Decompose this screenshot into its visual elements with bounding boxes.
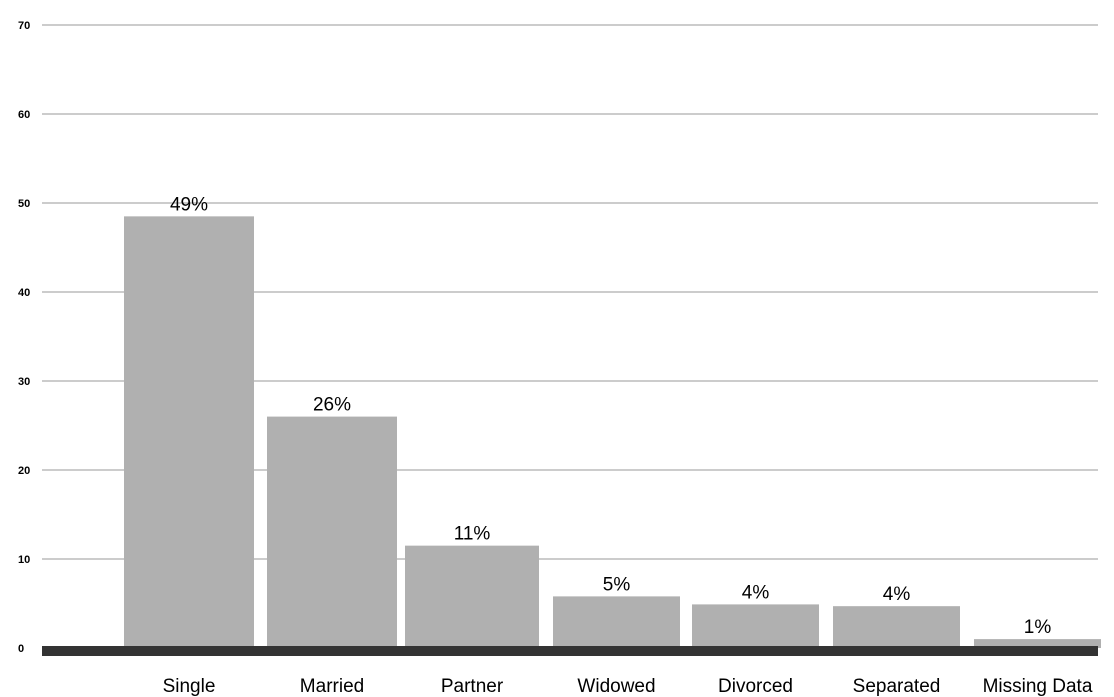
bar-separated (833, 606, 960, 648)
x-tick-label-separated: Separated (853, 676, 941, 697)
x-tick-label-widowed: Widowed (577, 676, 655, 697)
y-tick-label-20: 20 (18, 465, 30, 477)
bar-widowed (553, 596, 680, 648)
bars (124, 216, 1101, 648)
y-axis-ticks: 0 10 20 30 40 50 60 70 (18, 20, 30, 655)
x-tick-label-married: Married (300, 676, 364, 697)
y-tick-label-0: 0 (18, 643, 24, 655)
bar-partner (405, 545, 539, 648)
y-tick-label-40: 40 (18, 287, 30, 299)
x-tick-label-missing-data: Missing Data (983, 676, 1093, 697)
data-labels: 49% 26% 11% 5% 4% 4% 1% (170, 194, 1051, 638)
y-tick-label-70: 70 (18, 20, 30, 32)
x-axis-ticks: Single Married Partner Widowed Divorced Separ… (163, 676, 1093, 697)
bar-single (124, 216, 254, 648)
data-label-missing-data: 1% (1024, 617, 1052, 638)
x-axis-baseline (42, 646, 1098, 656)
bar-married (267, 416, 397, 648)
data-label-divorced: 4% (742, 582, 770, 603)
bar-divorced (692, 604, 819, 648)
data-label-separated: 4% (883, 584, 911, 605)
x-tick-label-single: Single (163, 676, 216, 697)
y-tick-label-10: 10 (18, 554, 30, 566)
data-label-single: 49% (170, 194, 208, 215)
y-tick-label-50: 50 (18, 198, 30, 210)
data-label-widowed: 5% (603, 574, 631, 595)
y-tick-label-30: 30 (18, 376, 30, 388)
data-label-married: 26% (313, 395, 351, 416)
data-label-partner: 11% (454, 524, 491, 545)
y-tick-label-60: 60 (18, 109, 30, 121)
x-tick-label-partner: Partner (441, 676, 504, 697)
x-tick-label-divorced: Divorced (718, 676, 793, 697)
bar-missing-data (974, 639, 1101, 648)
